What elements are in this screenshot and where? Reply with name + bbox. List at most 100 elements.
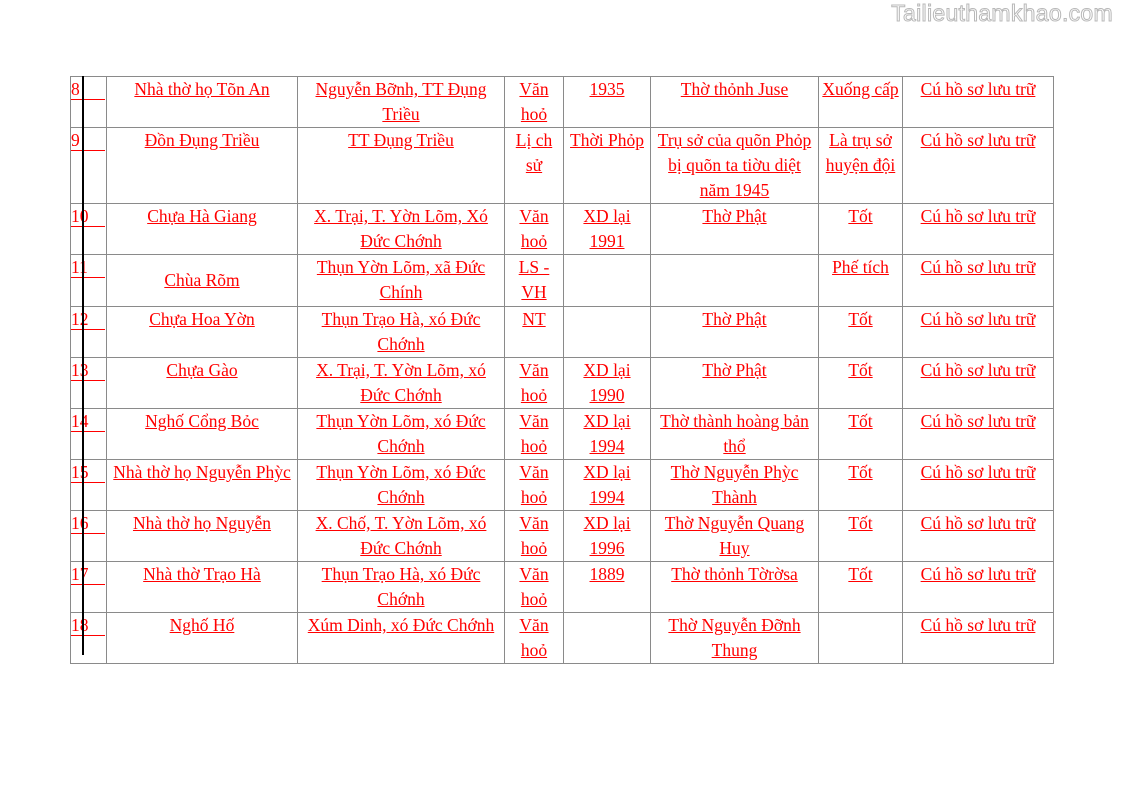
cell-location-text[interactable]: TT Đụng Triều — [348, 130, 454, 150]
cell-record-text[interactable]: Cú hồ sơ lưu trữ — [920, 206, 1036, 226]
cell-type-text[interactable]: Văn hoỏ — [519, 513, 549, 558]
cell-no: 12 — [70, 306, 107, 358]
cell-no-text[interactable]: 11 — [71, 257, 105, 278]
cell-record-text[interactable]: Cú hồ sơ lưu trữ — [920, 360, 1036, 380]
cell-no-text[interactable]: 9 — [71, 130, 105, 151]
cell-no: 17 — [70, 561, 107, 613]
cell-year-text[interactable]: XD lại 1991 — [583, 206, 631, 251]
cell-status-text[interactable]: Tốt — [848, 462, 873, 482]
cell-year-text[interactable]: Thời Phỏp — [570, 130, 644, 150]
cell-type-text[interactable]: NT — [522, 309, 546, 329]
cell-status-text[interactable]: Xuống cấp — [822, 79, 899, 99]
cell-name-text[interactable]: Chùa Rõm — [164, 270, 240, 290]
cell-content-text[interactable]: Thờ Phật — [702, 206, 767, 226]
cell-location-text[interactable]: Thụn Trạo Hà, xó Đức Chớnh — [321, 309, 481, 354]
cell-name-text[interactable]: Đồn Đụng Triều — [144, 130, 260, 150]
cell-status-text[interactable]: Phế tích — [832, 257, 889, 277]
cell-year-text[interactable]: XD lại 1994 — [583, 462, 631, 507]
cell-type-text[interactable]: Văn hoỏ — [519, 564, 549, 609]
cell-content-text[interactable]: Thờ thành hoàng bản thổ — [660, 411, 809, 456]
cell-year: Thời Phỏp — [563, 127, 651, 204]
cell-type-text[interactable]: Văn hoỏ — [519, 206, 549, 251]
cell-location-text[interactable]: X. Chố, T. Yờn Lõm, xó Đức Chớnh — [315, 513, 487, 558]
cell-status: Là trụ sở huyện đội — [818, 127, 903, 204]
cell-location-text[interactable]: Xúm Dinh, xó Đức Chớnh — [307, 615, 495, 635]
cell-name-text[interactable]: Chựa Gào — [166, 360, 238, 380]
cell-status-text[interactable]: Tốt — [848, 360, 873, 380]
cell-status-text[interactable]: Tốt — [848, 564, 873, 584]
cell-no-text[interactable]: 17 — [71, 564, 105, 585]
cell-no-text[interactable]: 18 — [71, 615, 105, 636]
cell-no-text[interactable]: 8 — [71, 79, 105, 100]
cell-no-text[interactable]: 12 — [71, 309, 105, 330]
cell-location-text[interactable]: X. Trại, T. Yờn Lõm, Xó Đức Chớnh — [314, 206, 488, 251]
cell-content-text[interactable]: Thờ thỏnh Juse — [680, 79, 789, 99]
cell-record: Cú hồ sơ lưu trữ — [902, 459, 1054, 511]
cell-content-text[interactable]: Thờ Nguyễn Đỡnh Thung — [668, 615, 801, 660]
cell-record-text[interactable]: Cú hồ sơ lưu trữ — [920, 462, 1036, 482]
cell-content: Thờ Phật — [650, 306, 819, 358]
cell-record-text[interactable]: Cú hồ sơ lưu trữ — [920, 513, 1036, 533]
cell-name-text[interactable]: Nghố Hố — [169, 615, 235, 635]
cell-type-text[interactable]: Văn hoỏ — [519, 462, 549, 507]
cell-name-text[interactable]: Chựa Hoa Yờn — [149, 309, 255, 329]
cell-name-text[interactable]: Nhà thờ họ Tõn An — [134, 79, 270, 99]
cell-name-text[interactable]: Chựa Hà Giang — [147, 206, 257, 226]
cell-year: 1935 — [563, 76, 651, 128]
cell-no-text[interactable]: 14 — [71, 411, 105, 432]
cell-status-text[interactable]: Tốt — [848, 309, 873, 329]
cell-location-text[interactable]: Thụn Yờn Lõm, xã Đức Chính — [316, 257, 486, 302]
cell-status: Tốt — [818, 408, 903, 460]
cell-year-text[interactable]: XD lại 1994 — [583, 411, 631, 456]
cell-content-text[interactable]: Thờ Nguyễn Phỳc Thành — [670, 462, 799, 507]
cell-status-text[interactable]: Tốt — [848, 206, 873, 226]
cell-content-text[interactable]: Trụ sở của quõn Phỏp bị quõn ta tiờu diệ… — [657, 130, 812, 200]
cell-status: Tốt — [818, 561, 903, 613]
cell-type-text[interactable]: Văn hoỏ — [519, 411, 549, 456]
cell-content-text[interactable]: Thờ Phật — [702, 360, 767, 380]
cell-content-text[interactable]: Thờ Nguyễn Quang Huy — [664, 513, 805, 558]
cell-name-text[interactable]: Nhà thờ họ Nguyễn — [132, 513, 272, 533]
cell-type-text[interactable]: Lị ch sử — [515, 130, 553, 175]
cell-status-text[interactable]: Là trụ sở huyện đội — [825, 130, 896, 175]
cell-name-text[interactable]: Nhà thờ họ Nguyễn Phỳc — [113, 462, 291, 482]
cell-type: Văn hoỏ — [504, 203, 564, 255]
cell-no: 16 — [70, 510, 107, 562]
cell-type-text[interactable]: LS - VH — [518, 257, 550, 302]
cell-no-text[interactable]: 13 — [71, 360, 105, 381]
cell-record-text[interactable]: Cú hồ sơ lưu trữ — [920, 309, 1036, 329]
cell-type-text[interactable]: Văn hoỏ — [519, 615, 549, 660]
cell-content-text[interactable]: Thờ thỏnh Tờrờsa — [671, 564, 798, 584]
cell-record-text[interactable]: Cú hồ sơ lưu trữ — [920, 130, 1036, 150]
cell-type-text[interactable]: Văn hoỏ — [519, 360, 549, 405]
cell-year-text[interactable]: XD lại 1990 — [583, 360, 631, 405]
cell-name-text[interactable]: Nhà thờ Trạo Hà — [143, 564, 261, 584]
cell-location-text[interactable]: Thụn Yờn Lõm, xó Đức Chớnh — [316, 411, 486, 456]
cell-location-text[interactable]: Thụn Trạo Hà, xó Đức Chớnh — [321, 564, 481, 609]
cell-status-text[interactable]: Tốt — [848, 513, 873, 533]
cell-location-text[interactable]: X. Trại, T. Yờn Lõm, xó Đức Chớnh — [316, 360, 486, 405]
cell-status-text[interactable]: Tốt — [848, 411, 873, 431]
cell-no-text[interactable]: 16 — [71, 513, 105, 534]
cell-name-text[interactable]: Nghố Cổng Bỏc — [145, 411, 259, 431]
cell-content: Thờ thỏnh Juse — [650, 76, 819, 128]
table-row: 18 Nghố Hố Xúm Dinh, xó Đức Chớnh Văn hoỏ Th… — [70, 612, 1054, 664]
cell-year-text[interactable]: 1935 — [589, 79, 625, 99]
cell-record-text[interactable]: Cú hồ sơ lưu trữ — [920, 257, 1036, 277]
cell-no-text[interactable]: 15 — [71, 462, 105, 483]
cell-no: 11 — [70, 254, 107, 307]
cell-year-text[interactable]: 1889 — [589, 564, 625, 584]
cell-content — [650, 254, 819, 307]
cell-location-text[interactable]: Nguyễn Bỡnh, TT Đụng Triều — [315, 79, 487, 124]
cell-content-text[interactable]: Thờ Phật — [702, 309, 767, 329]
cell-no-text[interactable]: 10 — [71, 206, 105, 227]
cell-location: Thụn Trạo Hà, xó Đức Chớnh — [297, 306, 505, 358]
cell-location: X. Trại, T. Yờn Lõm, xó Đức Chớnh — [297, 357, 505, 409]
cell-record-text[interactable]: Cú hồ sơ lưu trữ — [920, 564, 1036, 584]
cell-record-text[interactable]: Cú hồ sơ lưu trữ — [920, 411, 1036, 431]
cell-year-text[interactable]: XD lại 1996 — [583, 513, 631, 558]
cell-record-text[interactable]: Cú hồ sơ lưu trữ — [920, 79, 1036, 99]
cell-record-text[interactable]: Cú hồ sơ lưu trữ — [920, 615, 1036, 635]
cell-type-text[interactable]: Văn hoỏ — [519, 79, 549, 124]
cell-location-text[interactable]: Thụn Yờn Lõm, xó Đức Chớnh — [316, 462, 486, 507]
